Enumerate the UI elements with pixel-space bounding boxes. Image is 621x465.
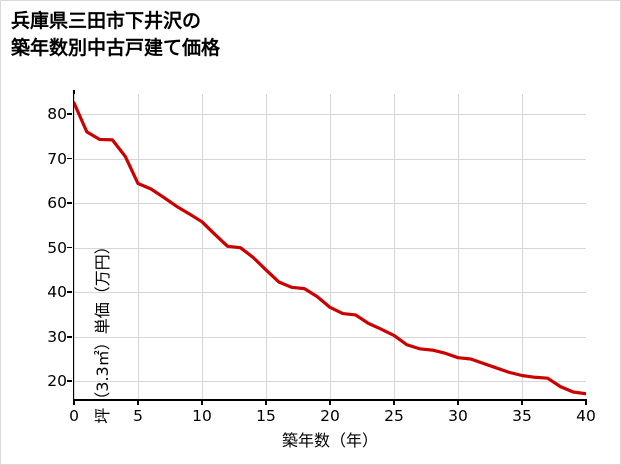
x-tick-label: 0 <box>69 407 79 425</box>
x-tick-mark <box>329 399 331 405</box>
x-tick-label: 35 <box>512 407 532 425</box>
x-tick-mark <box>457 399 459 405</box>
y-tick-label: 30 <box>47 327 67 346</box>
x-tick-label: 25 <box>384 407 404 425</box>
x-tick-mark <box>265 399 267 405</box>
x-tick-label: 10 <box>192 407 212 425</box>
x-tick-mark <box>201 399 203 405</box>
plot-area: 坪（3.3㎡）単価（万円） <box>73 90 587 424</box>
y-tick-mark <box>67 157 72 160</box>
data-line-series-0 <box>74 101 586 396</box>
x-tick-label: 20 <box>320 407 340 425</box>
x-tick-mark <box>521 399 523 405</box>
x-tick-mark <box>585 399 587 405</box>
y-tick-label: 80 <box>47 105 67 124</box>
x-tick-mark <box>73 399 75 405</box>
x-axis-title: 築年数（年） <box>281 431 378 450</box>
y-tick-mark <box>67 380 72 383</box>
plot-frame <box>73 90 587 401</box>
x-tick-label: 40 <box>576 407 596 425</box>
x-tick-mark <box>393 399 395 405</box>
y-tick-mark <box>67 246 72 249</box>
y-tick-mark <box>67 202 72 204</box>
y-tick-mark <box>67 335 72 338</box>
x-tick-label: 5 <box>133 407 143 425</box>
x-axis-tick-labels: 0 5 10 15 20 25 30 35 40 <box>69 399 596 427</box>
plot-svg <box>74 94 586 400</box>
y-tick-label: 20 <box>47 372 67 391</box>
x-tick-label: 15 <box>256 407 276 425</box>
x-tick-mark <box>137 399 139 405</box>
x-tick-label: 30 <box>448 407 468 425</box>
y-tick-mark <box>67 113 72 115</box>
y-tick-mark <box>67 291 72 293</box>
y-axis-tick-labels: 20 30 40 50 60 70 80 <box>27 94 72 400</box>
y-tick-label: 40 <box>47 283 67 302</box>
y-tick-label: 70 <box>47 149 67 168</box>
y-tick-label: 60 <box>47 194 67 213</box>
page-title: 兵庫県三田市下井沢の 築年数別中古戸建て価格 <box>11 10 221 59</box>
y-tick-label: 50 <box>47 238 67 257</box>
gridlines <box>74 94 586 400</box>
